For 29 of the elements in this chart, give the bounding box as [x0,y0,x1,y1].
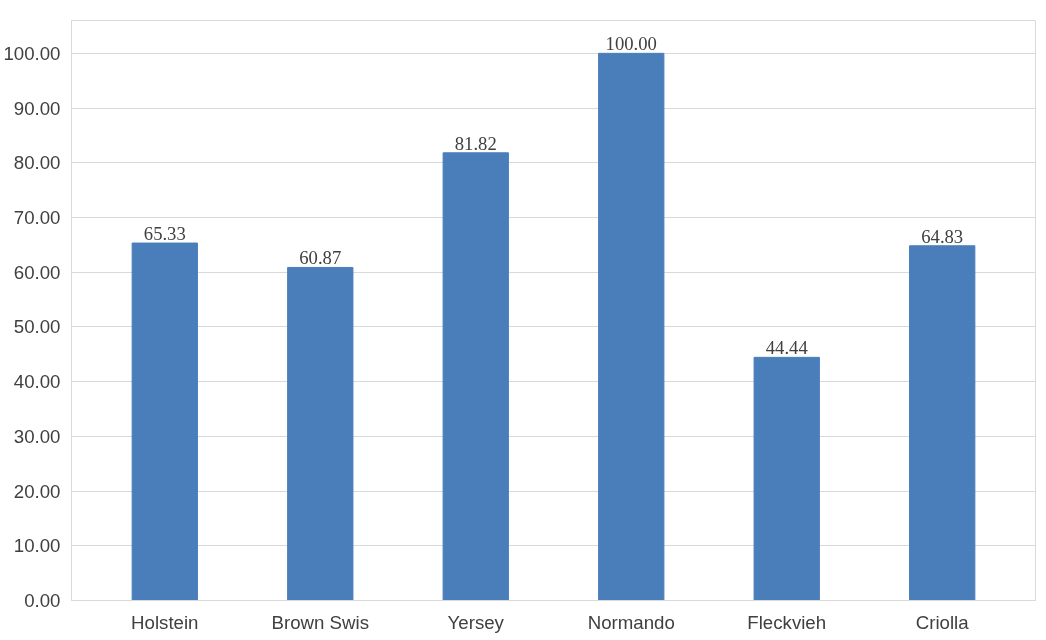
y-tick-label: 20.00 [13,480,61,502]
data-label: 81.82 [454,132,497,154]
y-tick-label: 40.00 [13,371,61,393]
y-tick-label: 50.00 [13,316,61,338]
y-tick-label: 100.00 [3,42,61,64]
y-tick-label: 90.00 [13,97,61,119]
data-label: 60.87 [299,247,342,269]
data-label: 65.33 [143,223,186,245]
data-label: 44.44 [765,337,809,359]
data-label: 100.00 [605,33,657,55]
bar [909,245,976,601]
y-tick-label: 10.00 [13,535,61,557]
x-tick-label: Holstein [131,611,199,633]
y-tick-label: 60.00 [13,261,61,283]
y-tick-label: 0.00 [24,590,61,611]
data-label: 64.83 [921,225,964,247]
y-tick-label: 70.00 [13,206,61,228]
x-tick-label: Yersey [447,611,505,633]
x-tick-label: Brown Swis [271,611,370,633]
bar [753,356,820,601]
y-tick-label: 80.00 [13,152,61,174]
bar [598,52,665,601]
y-tick-label: 30.00 [13,425,61,447]
bar [287,266,354,601]
bar [442,152,509,601]
x-tick-label: Fleckvieh [747,611,827,633]
bar [131,242,198,601]
x-tick-label: Normando [587,611,675,633]
x-tick-label: Criolla [915,611,970,633]
